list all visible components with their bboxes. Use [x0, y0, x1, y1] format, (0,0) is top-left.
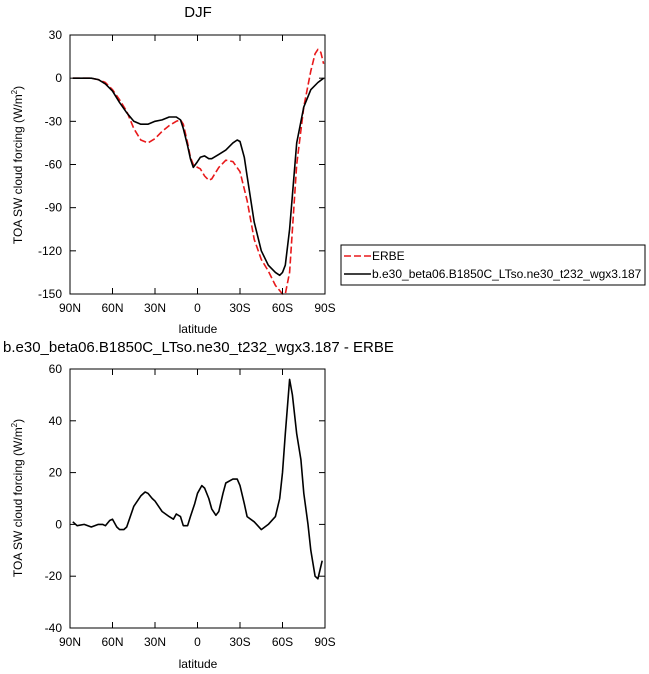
series-lines: [72, 48, 325, 295]
x-tick-label: 90S: [314, 635, 335, 649]
x-tick-label: 60N: [101, 301, 123, 315]
djf-panel: DJF 90N 60N 30N 0 30S 60S 90S 30 0 -30 -60 -90 -120 -…: [10, 4, 336, 336]
x-tick-label: 90S: [314, 301, 335, 315]
legend: ERBE b.e30_beta06.B1850C_LTso.ne30_t232_…: [340, 244, 646, 286]
series-line-0: [72, 48, 325, 295]
difference-panel: b.e30_beta06.B1850C_LTso.ne30_t232_wgx3.…: [3, 339, 394, 671]
x-tick-label: 30N: [144, 301, 166, 315]
x-tick-label: 0: [194, 635, 201, 649]
x-tick-label: 60S: [272, 635, 293, 649]
x-axis-label: latitude: [179, 657, 218, 671]
y-tick-label: 40: [49, 414, 63, 428]
y-tick-label: -90: [45, 201, 63, 215]
series-lines: [72, 378, 323, 580]
axis-ticks: 90N 60N 30N 0 30S 60S 90S 30 0 -30 -60 -90 -120 -150: [38, 28, 336, 315]
y-tick-label: 60: [49, 362, 63, 376]
series-line-0: [72, 378, 323, 580]
x-tick-label: 90N: [59, 301, 81, 315]
panel-title: DJF: [184, 4, 212, 21]
x-tick-label: 30N: [144, 635, 166, 649]
x-tick-label: 0: [194, 301, 201, 315]
x-tick-label: 60S: [272, 301, 293, 315]
series-line-1: [72, 77, 325, 277]
x-tick-label: 60N: [101, 635, 123, 649]
legend-box: [340, 244, 646, 286]
axis-ticks: 90N 60N 30N 0 30S 60S 90S 60 40 20 0 -20 -40: [45, 362, 336, 649]
y-axis-label: TOA SW cloud forcing (W/m2): [10, 419, 25, 577]
x-tick-label: 90N: [59, 635, 81, 649]
y-axis-label: TOA SW cloud forcing (W/m2): [10, 86, 25, 244]
y-tick-label: -40: [45, 621, 63, 635]
y-tick-label: 0: [55, 517, 62, 531]
legend-entry-erbe: ERBE: [372, 249, 405, 263]
y-tick-label: -120: [38, 244, 62, 258]
y-tick-label: -60: [45, 158, 63, 172]
y-tick-label: 20: [49, 466, 63, 480]
x-tick-label: 30S: [229, 301, 250, 315]
panel-title: b.e30_beta06.B1850C_LTso.ne30_t232_wgx3.…: [3, 339, 394, 356]
x-tick-label: 30S: [229, 635, 250, 649]
legend-entry-model: b.e30_beta06.B1850C_LTso.ne30_t232_wgx3.…: [372, 267, 642, 281]
y-tick-label: -150: [38, 287, 62, 301]
y-tick-label: -20: [45, 569, 63, 583]
x-axis-label: latitude: [179, 322, 218, 336]
y-tick-label: -30: [45, 114, 63, 128]
y-tick-label: 30: [49, 28, 63, 42]
y-tick-label: 0: [55, 71, 62, 85]
